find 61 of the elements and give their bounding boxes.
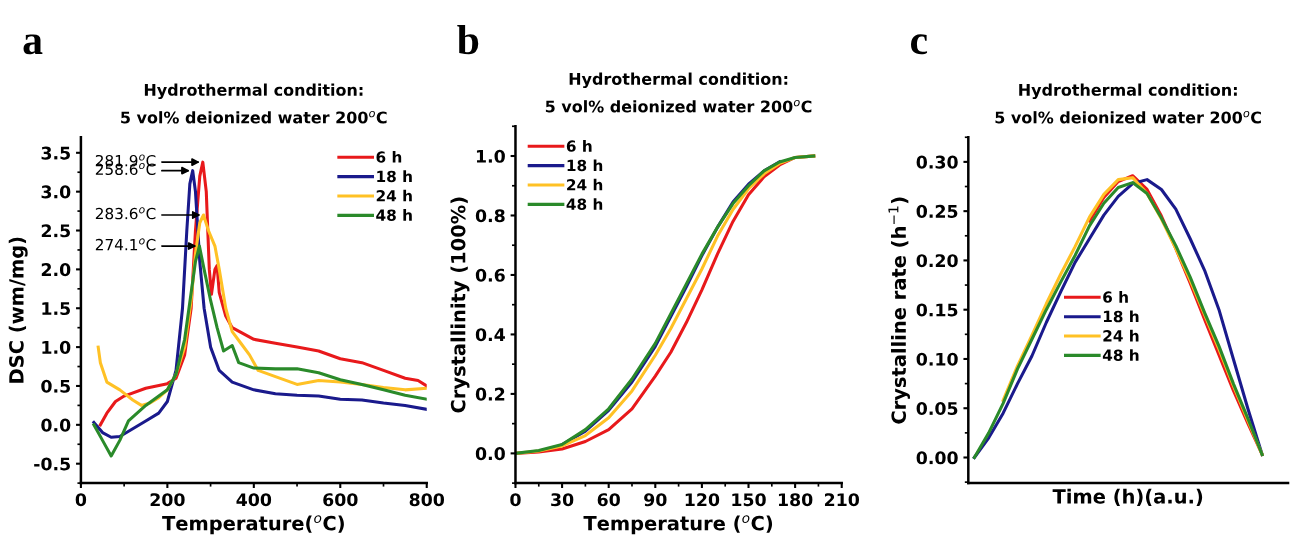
x-tick-label: 600 <box>323 493 358 507</box>
text: a <box>23 34 43 55</box>
legend-label: 18 h <box>1103 310 1139 323</box>
y-tick-label: 0.0 <box>475 447 505 461</box>
text: c <box>911 34 928 55</box>
x-tick-label: 0 <box>75 493 87 507</box>
legend-label: 24 h <box>567 178 603 191</box>
y-axis-title: DSC (wm/mg) <box>8 237 28 383</box>
legend-label: 18 h <box>377 170 412 183</box>
x-tick-label: 180 <box>778 493 813 507</box>
x-tick-label: 800 <box>409 493 445 507</box>
x-axis-title: Temperature ($^{o}$C) <box>583 515 773 535</box>
y-tick-label: 0.2 <box>475 387 505 401</box>
annotation: 283.6$^{o}$C <box>95 207 156 220</box>
x-tick-label: 60 <box>597 493 620 507</box>
legend-label: 48 h <box>376 209 412 221</box>
y-tick-label: 1.0 <box>42 340 71 354</box>
y-tick-label: 0.10 <box>916 352 958 366</box>
x-tick-label: 30 <box>551 493 574 507</box>
y-axis-title: Crystalline rate (h$^{−1}$) <box>888 197 910 424</box>
y-tick-label: 0.00 <box>916 451 958 465</box>
legend-label: 24 h <box>1103 329 1139 342</box>
legend-label: 6 h <box>1103 291 1128 303</box>
y-tick-label: 0.25 <box>916 204 958 218</box>
x-tick-label: 120 <box>685 493 720 507</box>
chart-title: Hydrothermal condition: 5 vol% deionized water 200$^{o}$C <box>995 83 1261 124</box>
y-tick-label: -0.5 <box>34 457 70 471</box>
y-tick-label: 0.4 <box>475 328 505 342</box>
legend-label: 18 h <box>567 159 603 172</box>
y-tick-label: 0.15 <box>916 303 958 317</box>
x-tick-label: 0 <box>510 493 521 507</box>
y-tick-label: 2.5 <box>41 224 70 238</box>
y-tick-label: 1.5 <box>42 302 70 316</box>
legend-label: 6 h <box>566 140 592 152</box>
x-tick-label: 400 <box>236 493 272 507</box>
y-tick-label: 2.0 <box>41 263 71 277</box>
legend-label: 24 h <box>376 189 412 202</box>
annotation: 274.1$^{o}$C <box>95 238 156 251</box>
legend-label: 6 h <box>376 151 402 163</box>
y-tick-label: 3.0 <box>41 185 71 199</box>
y-tick-label: 0.30 <box>916 155 958 169</box>
y-axis-title: Crystallinity (100%) <box>450 197 470 413</box>
x-tick-label: 90 <box>644 493 667 507</box>
x-tick-label: 150 <box>732 493 766 507</box>
text: b <box>457 25 479 55</box>
y-tick-label: 0.6 <box>475 268 505 282</box>
x-axis-title: Temperature($^{o}$C) <box>162 515 344 535</box>
chart-title: Hydrothermal condition: 5 vol% deionized water 200$^{o}$C <box>545 72 812 113</box>
legend-label: 48 h <box>566 198 603 210</box>
y-tick-label: 1.0 <box>476 149 505 163</box>
y-tick-label: 0.20 <box>916 254 958 268</box>
legend-label: 48 h <box>1102 349 1139 361</box>
chart-title: Hydrothermal condition: 5 vol% deionized water 200$^{o}$C <box>121 83 387 124</box>
x-axis-title: Time (h)(a.u.) <box>1052 488 1203 507</box>
y-tick-label: 3.5 <box>41 146 70 160</box>
x-tick-label: 200 <box>150 493 185 507</box>
y-tick-label: 0.8 <box>475 209 505 223</box>
x-tick-label: 210 <box>824 493 860 507</box>
y-tick-label: 0.05 <box>916 401 958 416</box>
y-tick-label: 0.5 <box>41 379 70 393</box>
y-tick-label: 0.0 <box>41 418 71 432</box>
